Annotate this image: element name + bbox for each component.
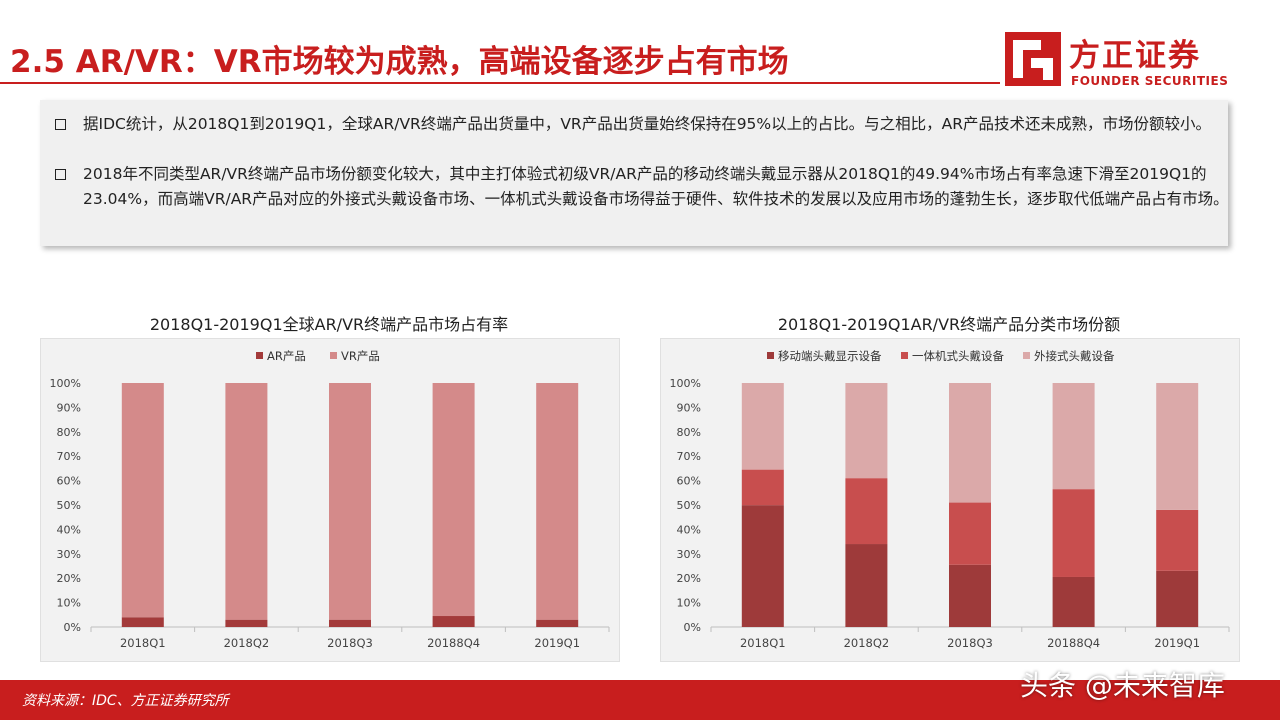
bar-segment: [121, 617, 164, 627]
bar-segment: [845, 544, 888, 627]
y-tick-label: 30%: [677, 548, 701, 561]
bar-segment: [1052, 383, 1095, 490]
bullet-square-icon: [55, 169, 66, 180]
bar-segment: [432, 383, 475, 617]
y-tick-label: 80%: [677, 426, 701, 439]
bar-segment: [225, 383, 268, 620]
chart-2-title: 2018Q1-2019Q1AR/VR终端产品分类市场份额: [777, 315, 1121, 334]
x-tick-label: 2019Q1: [1154, 636, 1200, 650]
bar-segment: [845, 478, 888, 545]
bar-segment: [741, 505, 784, 627]
company-logo: 方正证券 FOUNDER SECURITIES: [1003, 30, 1273, 90]
bar-segment: [225, 619, 268, 627]
y-tick-label: 40%: [57, 523, 81, 536]
legend-swatch: [901, 352, 908, 359]
page-title: 2.5 AR/VR：VR市场较为成熟，高端设备逐步占有市场: [10, 44, 789, 80]
bar-segment: [949, 383, 991, 503]
chart-2-plot-area: 移动端头戴显示设备 一体机式头戴设备 外接式头戴设备 0% 10% 20% 30% 40% 50…: [660, 338, 1240, 662]
y-tick-label: 90%: [57, 401, 81, 414]
legend-label: 移动端头戴显示设备: [778, 349, 882, 363]
chart-2-svg: 移动端头戴显示设备 一体机式头戴设备 外接式头戴设备 0% 10% 20% 30% 40% 50…: [670, 349, 1230, 650]
y-tick-label: 0%: [64, 621, 81, 634]
title-divider: [0, 82, 1000, 84]
y-tick-label: 50%: [57, 499, 81, 512]
y-tick-label: 90%: [677, 401, 701, 414]
legend-label: AR产品: [267, 349, 306, 363]
legend-swatch: [767, 352, 774, 359]
y-tick-label: 60%: [677, 475, 701, 488]
legend-swatch: [256, 352, 263, 359]
source-note: 资料来源：IDC、方正证券研究所: [22, 693, 229, 709]
x-tick-label: 2018Q1: [740, 636, 786, 650]
legend-swatch: [330, 352, 337, 359]
logo-chinese-name: 方正证券: [1069, 38, 1201, 74]
bar-segment: [1156, 383, 1199, 510]
y-tick-label: 80%: [57, 426, 81, 439]
y-tick-label: 10%: [57, 597, 81, 610]
bullet-square-icon: [55, 119, 66, 130]
x-tick-label: 2018Q2: [844, 636, 890, 650]
legend-label: 外接式头戴设备: [1034, 349, 1115, 363]
y-tick-label: 20%: [57, 572, 81, 585]
y-tick-label: 30%: [57, 548, 81, 561]
bar-segment: [536, 383, 579, 620]
x-tick-label: 20188Q4: [427, 636, 480, 650]
summary-bullet-text: 据IDC统计，从2018Q1到2019Q1，全球AR/VR终端产品出货量中，VR…: [83, 115, 1212, 133]
bar-segment: [329, 619, 371, 627]
y-tick-label: 50%: [677, 499, 701, 512]
summary-bullet-text: 2018年不同类型AR/VR终端产品市场份额变化较大，其中主打体验式初级VR/A…: [83, 165, 1229, 208]
founder-logo-icon: [1005, 32, 1061, 86]
y-tick-label: 0%: [684, 621, 701, 634]
bar-segment: [1156, 570, 1199, 627]
footer-bar: 资料来源：IDC、方正证券研究所: [0, 680, 1280, 720]
bar-segment: [329, 383, 371, 620]
bar-segment: [845, 383, 888, 479]
chart-1-plot-area: AR产品 VR产品 0% 10% 20% 30% 40% 50% 60% 70% 80% 90% 100…: [40, 338, 620, 662]
chart-1-title: 2018Q1-2019Q1全球AR/VR终端产品市场占有率: [149, 315, 509, 334]
bar-segment: [536, 619, 579, 627]
bar-segment: [949, 502, 991, 565]
bar-segment: [1052, 576, 1095, 627]
x-tick-label: 2018Q3: [327, 636, 373, 650]
chart-1-svg: AR产品 VR产品 0% 10% 20% 30% 40% 50% 60% 70% 80% 90% 100…: [50, 349, 610, 650]
x-tick-label: 2019Q1: [534, 636, 580, 650]
y-tick-label: 100%: [50, 377, 81, 390]
y-tick-label: 70%: [57, 450, 81, 463]
x-tick-label: 2018Q2: [224, 636, 270, 650]
y-tick-label: 40%: [677, 523, 701, 536]
logo-english-name: FOUNDER SECURITIES: [1071, 74, 1229, 88]
y-tick-label: 70%: [677, 450, 701, 463]
watermark: 头条 @未来智库: [1020, 669, 1225, 702]
x-tick-label: 2018Q1: [120, 636, 166, 650]
bar-segment: [432, 616, 475, 627]
y-tick-label: 100%: [670, 377, 701, 390]
y-tick-label: 20%: [677, 572, 701, 585]
summary-box: 据IDC统计，从2018Q1到2019Q1，全球AR/VR终端产品出货量中，VR…: [40, 100, 1229, 246]
legend-swatch: [1023, 352, 1030, 359]
x-tick-label: 20188Q4: [1047, 636, 1100, 650]
x-tick-label: 2018Q3: [947, 636, 993, 650]
bar-segment: [741, 469, 784, 506]
y-tick-label: 60%: [57, 475, 81, 488]
y-tick-label: 10%: [677, 597, 701, 610]
bar-segment: [949, 564, 991, 627]
bar-segment: [1156, 509, 1199, 571]
bar-segment: [121, 383, 164, 618]
legend-label: VR产品: [341, 349, 380, 363]
bar-segment: [1052, 489, 1095, 577]
bar-segment: [741, 383, 784, 470]
legend-label: 一体机式头戴设备: [912, 349, 1004, 363]
